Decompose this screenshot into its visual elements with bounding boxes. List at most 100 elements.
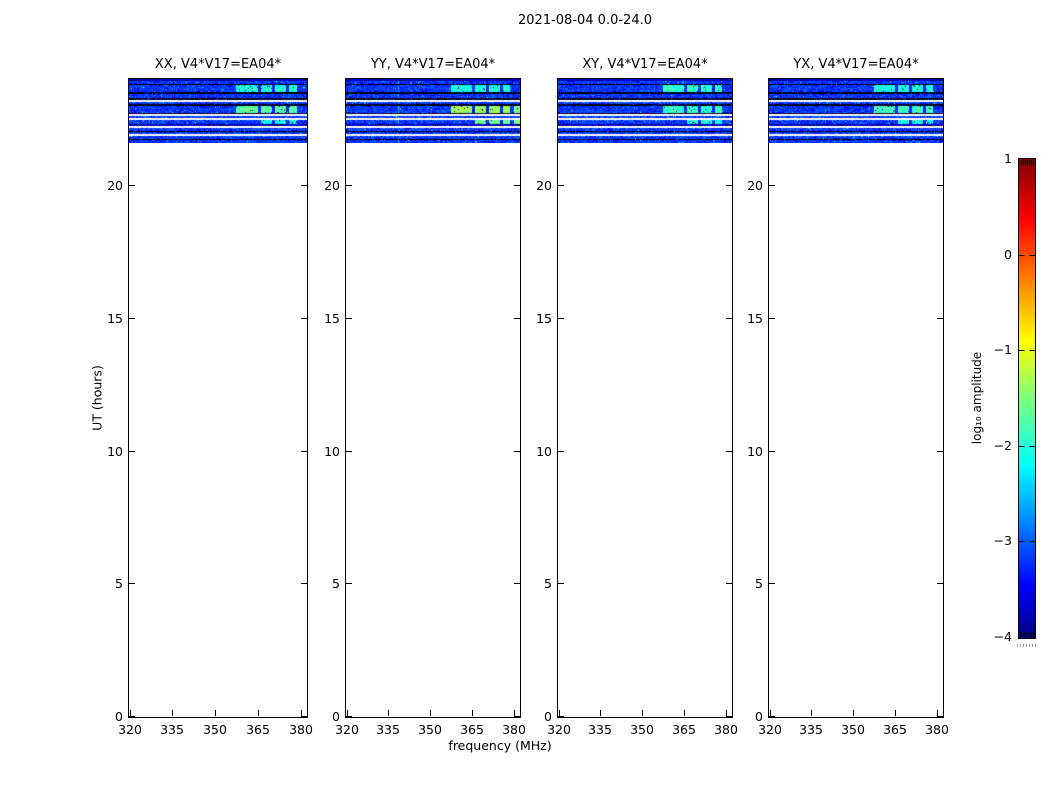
y-tick-mark: [301, 583, 307, 584]
y-tick-mark: [769, 318, 775, 319]
x-tick-mark: [642, 710, 643, 716]
y-tick-mark: [726, 318, 732, 319]
x-tick-mark: [600, 710, 601, 716]
colorbar-end-hatch: [1027, 160, 1028, 165]
y-tick-label: 5: [115, 576, 123, 591]
y-tick-mark: [558, 716, 564, 717]
colorbar-tick-label: −1: [993, 342, 1012, 357]
y-tick-mark: [937, 583, 943, 584]
y-tick-mark: [129, 185, 135, 186]
x-tick-label: 320: [335, 722, 359, 737]
y-tick-label: 15: [324, 311, 340, 326]
y-tick-label: 10: [324, 444, 340, 459]
x-tick-label: 320: [118, 722, 142, 737]
y-tick-mark: [301, 716, 307, 717]
y-tick-mark: [558, 318, 564, 319]
colorbar-end-hatch: [1029, 160, 1030, 165]
y-tick-label: 10: [107, 444, 123, 459]
colorbar-tick-mark: [1019, 255, 1035, 256]
colorbar-tick-label: −4: [993, 629, 1012, 644]
colorbar-minor-dots: [1017, 644, 1037, 647]
y-tick-mark: [301, 318, 307, 319]
panel-xy-title: XY, V4*V17=EA04*: [582, 57, 708, 72]
y-tick-mark: [346, 451, 352, 452]
x-tick-label: 380: [289, 722, 313, 737]
y-tick-mark: [346, 716, 352, 717]
colorbar-end-hatch: [1031, 160, 1032, 165]
y-tick-mark: [769, 451, 775, 452]
colorbar-end-hatch: [1021, 632, 1022, 637]
y-tick-mark: [346, 185, 352, 186]
colorbar-end-hatch: [1029, 632, 1030, 637]
y-tick-label: 0: [544, 709, 552, 724]
y-tick-mark: [726, 716, 732, 717]
panel-yy: YY, V4*V17=EA04* 0 5 10 15 20 320 335 350 365 380: [324, 57, 526, 737]
y-tick-mark: [937, 451, 943, 452]
colorbar-tick-mark: [1019, 446, 1035, 447]
y-tick-mark: [514, 185, 520, 186]
colorbar-tick-label: −2: [993, 438, 1012, 453]
y-tick-mark: [726, 451, 732, 452]
y-tick-mark: [129, 583, 135, 584]
panel-xx: XX, V4*V17=EA04* 0 5 10 15 20 320 335 350 365 380: [107, 57, 313, 737]
x-tick-mark: [853, 710, 854, 716]
y-tick-label: 10: [536, 444, 552, 459]
y-tick-mark: [514, 583, 520, 584]
x-tick-mark: [811, 710, 812, 716]
y-tick-mark: [726, 583, 732, 584]
y-tick-mark: [301, 451, 307, 452]
colorbar-tick-mark: [1019, 350, 1035, 351]
x-tick-mark: [172, 710, 173, 716]
colorbar-tick-mark: [1019, 541, 1035, 542]
y-tick-mark: [346, 318, 352, 319]
x-tick-label: 320: [547, 722, 571, 737]
x-tick-mark: [301, 710, 302, 716]
panel-xx-spectrogram: [129, 79, 307, 143]
x-tick-mark: [895, 710, 896, 716]
y-tick-label: 20: [536, 178, 552, 193]
y-tick-mark: [129, 716, 135, 717]
x-tick-mark: [559, 710, 560, 716]
y-tick-label: 20: [107, 178, 123, 193]
figure-title: 2021-08-04 0.0-24.0: [518, 13, 652, 28]
x-tick-label: 350: [418, 722, 442, 737]
colorbar-end-hatch: [1025, 160, 1026, 165]
panel-xx-title: XX, V4*V17=EA04*: [154, 57, 282, 72]
colorbar: [1018, 158, 1036, 639]
y-tick-mark: [769, 185, 775, 186]
x-tick-mark: [130, 710, 131, 716]
x-tick-label: 380: [925, 722, 949, 737]
colorbar-end-hatch: [1031, 632, 1032, 637]
x-tick-mark: [937, 710, 938, 716]
y-tick-mark: [937, 318, 943, 319]
x-tick-label: 350: [630, 722, 654, 737]
x-tick-label: 350: [203, 722, 227, 737]
y-tick-mark: [129, 318, 135, 319]
y-tick-mark: [726, 185, 732, 186]
panel-yx-spectrogram: [769, 79, 943, 143]
colorbar-tick-label: 0: [1004, 247, 1012, 262]
y-tick-mark: [558, 583, 564, 584]
panel-xy: XY, V4*V17=EA04* 0 5 10 15 20 320 335 350 365 380: [536, 57, 738, 737]
x-tick-mark: [430, 710, 431, 716]
y-tick-mark: [558, 185, 564, 186]
y-tick-label: 5: [332, 576, 340, 591]
y-tick-mark: [769, 583, 775, 584]
colorbar-end-hatch: [1033, 160, 1034, 165]
colorbar-label: log₁₀ amplitude: [970, 351, 984, 445]
x-tick-label: 335: [588, 722, 612, 737]
y-tick-label: 0: [755, 709, 763, 724]
y-tick-label: 15: [536, 311, 552, 326]
y-tick-mark: [937, 185, 943, 186]
colorbar-end-hatch: [1025, 632, 1026, 637]
x-tick-label: 365: [246, 722, 270, 737]
x-tick-mark: [726, 710, 727, 716]
y-tick-mark: [301, 185, 307, 186]
y-tick-mark: [129, 451, 135, 452]
y-tick-mark: [558, 451, 564, 452]
y-tick-label: 10: [747, 444, 763, 459]
y-tick-label: 0: [115, 709, 123, 724]
x-tick-mark: [388, 710, 389, 716]
y-tick-label: 15: [107, 311, 123, 326]
